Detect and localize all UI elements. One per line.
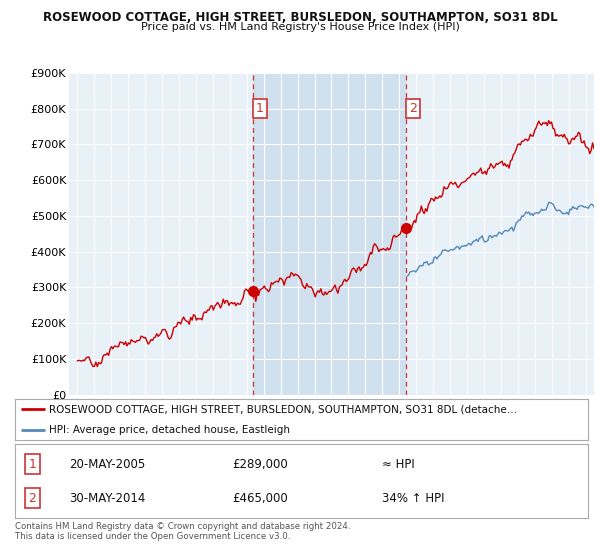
Text: Price paid vs. HM Land Registry's House Price Index (HPI): Price paid vs. HM Land Registry's House … (140, 22, 460, 32)
Text: 1: 1 (256, 102, 263, 115)
Text: 1: 1 (28, 458, 36, 470)
Text: £289,000: £289,000 (233, 458, 289, 470)
Text: 20-MAY-2005: 20-MAY-2005 (70, 458, 146, 470)
Text: 2: 2 (28, 492, 36, 505)
Text: 2: 2 (409, 102, 416, 115)
Bar (253, 73, 406, 395)
Text: £465,000: £465,000 (233, 492, 289, 505)
Text: ROSEWOOD COTTAGE, HIGH STREET, BURSLEDON, SOUTHAMPTON, SO31 8DL (detache…: ROSEWOOD COTTAGE, HIGH STREET, BURSLEDON… (49, 404, 518, 414)
Text: ≈ HPI: ≈ HPI (382, 458, 415, 470)
Text: ROSEWOOD COTTAGE, HIGH STREET, BURSLEDON, SOUTHAMPTON, SO31 8DL: ROSEWOOD COTTAGE, HIGH STREET, BURSLEDON… (43, 11, 557, 24)
Text: Contains HM Land Registry data © Crown copyright and database right 2024.
This d: Contains HM Land Registry data © Crown c… (15, 522, 350, 542)
Text: HPI: Average price, detached house, Eastleigh: HPI: Average price, detached house, East… (49, 424, 290, 435)
Text: 30-MAY-2014: 30-MAY-2014 (70, 492, 146, 505)
Text: 34% ↑ HPI: 34% ↑ HPI (382, 492, 444, 505)
